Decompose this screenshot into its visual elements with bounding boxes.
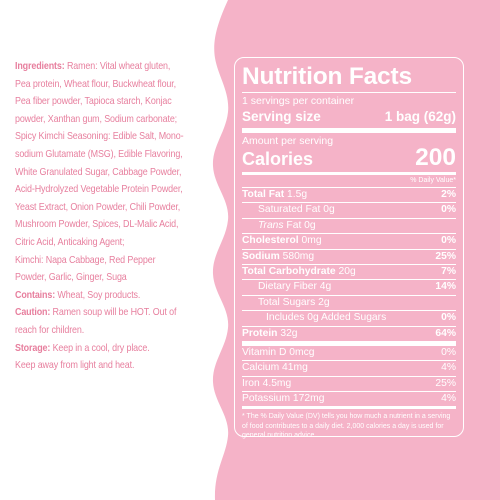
vitamin-name: Potassium 172mg (242, 393, 325, 405)
nutrient-name: Dietary Fiber (258, 281, 317, 293)
ingredients-line: Acid-Hydrolyzed Vegetable Protein Powder… (15, 184, 183, 196)
vitamin-daily-value: 25% (435, 377, 456, 389)
nutrient-row: Saturated Fat 0g 0% (242, 203, 456, 217)
vitamin-row: Potassium 172mg 4% (242, 392, 456, 406)
nutrient-name: Total Fat (242, 189, 285, 200)
nutrient-name: Trans (258, 219, 284, 231)
nutrient-daily-value: 2% (441, 189, 456, 200)
nutrient-amount: 32g (277, 327, 298, 339)
ingredients-block: Ingredients: Ramen: Vital wheat gluten, P… (15, 58, 215, 375)
vitamin-name: Iron 4.5mg (242, 377, 292, 389)
amount-per-serving: Amount per serving (242, 135, 334, 147)
nutrient-amount: 0mg (298, 235, 322, 247)
nutrient-name: Total Sugars (258, 296, 316, 308)
ingredients-line: Kimchi: Napa Cabbage, Red Pepper (15, 254, 156, 266)
ingredients-line: Mushroom Powder, Spices, DL-Malic Acid, (15, 219, 179, 231)
nutrient-row: Includes 0g Added Sugars 0% (242, 311, 456, 325)
nutrient-row: Total Sugars 2g (242, 296, 456, 310)
ingredients-line: White Granulated Sugar, Cabbage Powder, (15, 166, 182, 178)
ingredients-line: sodium Glutamate (MSG), Edible Flavoring… (15, 148, 183, 160)
ingredients-line: Ingredients: Ramen: Vital wheat gluten, (15, 61, 171, 72)
storage-line: Storage: Keep in a cool, dry place. (15, 342, 150, 354)
nutrient-row: Total Carbohydrate 20g 7% (242, 265, 456, 279)
vitamin-name: Calcium 41mg (242, 362, 308, 374)
vitamin-row: Iron 4.5mg 25% (242, 377, 456, 391)
nutrient-amount: 0g (320, 204, 335, 216)
nutrient-row: Dietary Fiber 4g 14% (242, 280, 456, 294)
vitamin-daily-value: 4% (441, 362, 456, 374)
nutrition-facts-title: Nutrition Facts (242, 63, 412, 90)
nutrient-daily-value: 25% (435, 250, 456, 262)
nutrient-name: Includes 0g Added Sugars (266, 312, 387, 324)
serving-size-row: Serving size 1 bag (62g) (242, 108, 456, 126)
nutrient-daily-value: 0% (441, 235, 456, 247)
vitamin-daily-value: 4% (441, 393, 456, 405)
nutrient-amount: 1.5g (284, 189, 308, 200)
daily-value-footnote: * The % Daily Value (DV) tells you how m… (242, 413, 451, 439)
nutrient-daily-value: 0% (441, 312, 456, 324)
nutrient-name: Cholesterol (242, 235, 299, 247)
nutrient-row: Protein 32g 64% (242, 327, 456, 341)
ingredients-line: powder, Xanthan gum, Sodium carbonate; (15, 113, 178, 125)
nutrient-name: Sodium (242, 250, 280, 262)
vitamin-row: Vitamin D 0mcg 0% (242, 346, 456, 360)
ingredients-line: Powder, Garlic, Ginger, Suga (15, 272, 127, 284)
nutrient-amount: 20g (335, 265, 356, 277)
ingredients-line: Citric Acid, Anticaking Agent; (15, 236, 125, 248)
nutrient-amount: 580mg (279, 250, 315, 262)
nutrient-daily-value: 7% (441, 265, 456, 277)
calories-row: Calories 200 (242, 144, 456, 172)
nutrient-daily-value: 0% (441, 204, 456, 216)
servings-per-container: 1 servings per container (242, 95, 355, 107)
nutrient-daily-value: 64% (435, 327, 456, 339)
vitamin-daily-value: 0% (441, 346, 456, 358)
serving-size-label: Serving size (242, 109, 321, 124)
ingredients-line: Pea protein, Wheat flour, Buckwheat flou… (15, 78, 176, 90)
ingredients-line: Spicy Kimchi Seasoning: Edible Salt, Mon… (15, 131, 184, 143)
nutrient-name: Total Carbohydrate (242, 265, 336, 277)
ingredients-line: Yeast Extract, Onion Powder, Chili Powde… (15, 201, 181, 213)
calories-value: 200 (415, 144, 456, 171)
nutrient-name: Protein (242, 327, 278, 339)
vitamin-row: Calcium 41mg 4% (242, 361, 456, 375)
nutrient-row: Sodium 580mg 25% (242, 250, 456, 264)
caution-line: reach for children. (15, 324, 85, 336)
nutrient-row: Total Fat 1.5g 2% (242, 188, 456, 202)
nutrient-row: Trans Fat 0g (242, 219, 456, 233)
daily-value-header: % Daily Value* (410, 177, 456, 184)
serving-size-value: 1 bag (62g) (384, 109, 456, 124)
nutrient-daily-value: 14% (435, 281, 456, 293)
nutrition-facts-panel: Nutrition Facts 1 servings per container… (234, 57, 464, 439)
nutrient-row: Cholesterol 0mg 0% (242, 234, 456, 248)
nutrient-amount: 2g (315, 296, 330, 308)
vitamin-name: Vitamin D 0mcg (242, 346, 315, 358)
caution-line: Caution: Ramen soup will be HOT. Out of (15, 307, 177, 319)
contains-line: Contains: Wheat, Soy products. (15, 289, 141, 301)
calories-label: Calories (242, 149, 314, 169)
storage-line: Keep away from light and heat. (15, 360, 135, 372)
ingredients-line: Pea fiber powder, Tapioca starch, Konjac (15, 96, 172, 108)
nutrient-name: Saturated Fat (258, 204, 321, 216)
nutrient-amount: 4g (316, 281, 332, 293)
nutrient-amount: Fat 0g (283, 219, 316, 231)
